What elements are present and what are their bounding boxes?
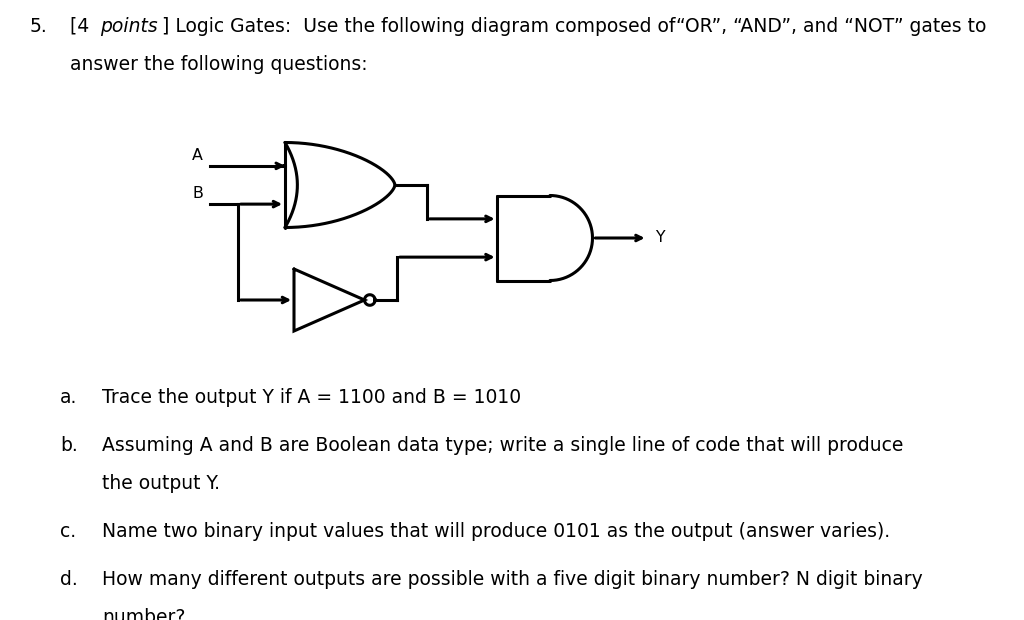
Text: Trace the output Y if A = 1100 and B = 1010: Trace the output Y if A = 1100 and B = 1… bbox=[102, 388, 521, 407]
Text: answer the following questions:: answer the following questions: bbox=[70, 55, 368, 74]
Text: Name two binary input values that will produce 0101 as the output (answer varies: Name two binary input values that will p… bbox=[102, 522, 890, 541]
Text: [4: [4 bbox=[70, 17, 95, 36]
Text: Y: Y bbox=[655, 231, 666, 246]
Text: ] Logic Gates:  Use the following diagram composed of“OR”, “AND”, and “NOT” gate: ] Logic Gates: Use the following diagram… bbox=[162, 17, 986, 36]
Text: b.: b. bbox=[60, 436, 78, 455]
Text: B: B bbox=[193, 186, 203, 201]
Text: c.: c. bbox=[60, 522, 76, 541]
Text: d.: d. bbox=[60, 570, 78, 589]
Text: number?: number? bbox=[102, 608, 185, 620]
Text: 5.: 5. bbox=[30, 17, 48, 36]
Text: Assuming A and B are Boolean data type; write a single line of code that will pr: Assuming A and B are Boolean data type; … bbox=[102, 436, 903, 455]
Text: a.: a. bbox=[60, 388, 78, 407]
Text: the output Y.: the output Y. bbox=[102, 474, 220, 493]
Text: points: points bbox=[100, 17, 158, 36]
Text: How many different outputs are possible with a five digit binary number? N digit: How many different outputs are possible … bbox=[102, 570, 923, 589]
Text: A: A bbox=[193, 148, 203, 163]
